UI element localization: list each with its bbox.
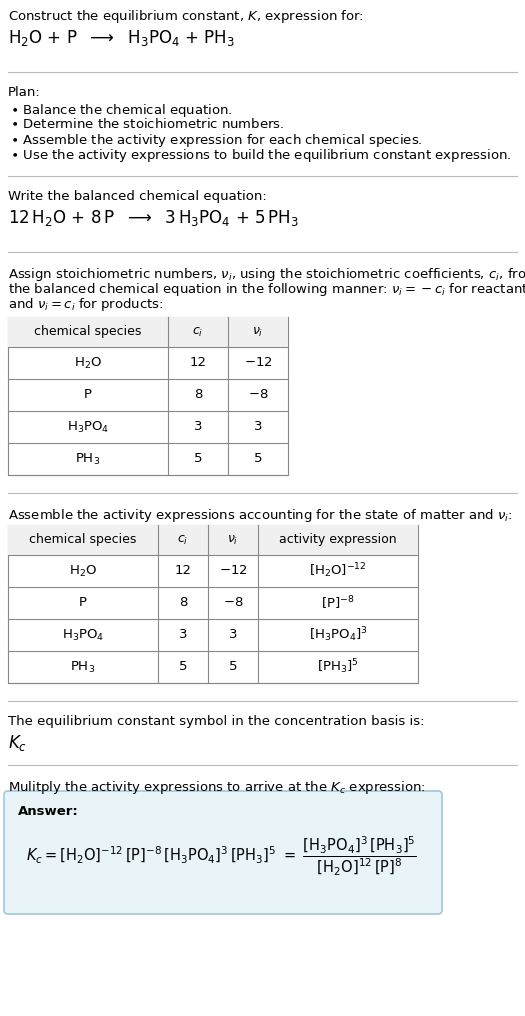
- Text: 3: 3: [178, 629, 187, 641]
- Text: $K_c = [\mathrm{H_2O}]^{-12}\,[\mathrm{P}]^{-8}\,[\mathrm{H_3PO_4}]^{3}\,[\mathr: $K_c = [\mathrm{H_2O}]^{-12}\,[\mathrm{P…: [26, 835, 417, 879]
- Text: 3: 3: [194, 421, 202, 434]
- Text: P: P: [79, 596, 87, 610]
- Text: $\mathrm{H_2O}$: $\mathrm{H_2O}$: [74, 356, 102, 371]
- Text: and $\nu_i = c_i$ for products:: and $\nu_i = c_i$ for products:: [8, 296, 164, 313]
- Text: $\nu_i$: $\nu_i$: [227, 533, 239, 547]
- Text: Assemble the activity expressions accounting for the state of matter and $\nu_i$: Assemble the activity expressions accoun…: [8, 507, 513, 524]
- Bar: [8, 525, 418, 555]
- Text: Mulitply the activity expressions to arrive at the $K_c$ expression:: Mulitply the activity expressions to arr…: [8, 779, 426, 796]
- Bar: [8, 317, 288, 475]
- Text: $-12$: $-12$: [244, 357, 272, 370]
- Text: $[\mathrm{H_2O}]^{-12}$: $[\mathrm{H_2O}]^{-12}$: [309, 562, 367, 580]
- Text: $c_i$: $c_i$: [192, 325, 204, 338]
- Text: 5: 5: [254, 452, 262, 465]
- Text: 12: 12: [174, 565, 192, 577]
- Text: $[\mathrm{H_3PO_4}]^{3}$: $[\mathrm{H_3PO_4}]^{3}$: [309, 626, 368, 644]
- Text: $12\,\mathrm{H_2O}$ + $8\,\mathrm{P}$  $\longrightarrow$  $3\,\mathrm{H_3PO_4}$ : $12\,\mathrm{H_2O}$ + $8\,\mathrm{P}$ $\…: [8, 208, 299, 228]
- Text: chemical species: chemical species: [29, 533, 136, 547]
- Text: 5: 5: [178, 660, 187, 674]
- Text: 12: 12: [190, 357, 206, 370]
- Text: $\mathrm{H_2O}$ + P  $\longrightarrow$  $\mathrm{H_3PO_4}$ + $\mathrm{PH_3}$: $\mathrm{H_2O}$ + P $\longrightarrow$ $\…: [8, 28, 235, 48]
- Text: $c_i$: $c_i$: [177, 533, 188, 547]
- Text: Answer:: Answer:: [18, 805, 79, 818]
- Text: 8: 8: [179, 596, 187, 610]
- Text: The equilibrium constant symbol in the concentration basis is:: The equilibrium constant symbol in the c…: [8, 715, 425, 728]
- Text: $[\mathrm{P}]^{-8}$: $[\mathrm{P}]^{-8}$: [321, 594, 355, 612]
- Text: $K_c$: $K_c$: [8, 733, 27, 753]
- Bar: [8, 525, 418, 683]
- Text: $\mathrm{PH_3}$: $\mathrm{PH_3}$: [76, 451, 101, 466]
- Text: P: P: [84, 388, 92, 401]
- Text: $\bullet$ Determine the stoichiometric numbers.: $\bullet$ Determine the stoichiometric n…: [10, 117, 285, 131]
- Text: Write the balanced chemical equation:: Write the balanced chemical equation:: [8, 190, 267, 203]
- Text: activity expression: activity expression: [279, 533, 397, 547]
- Text: 5: 5: [194, 452, 202, 465]
- Text: $[\mathrm{PH_3}]^{5}$: $[\mathrm{PH_3}]^{5}$: [317, 657, 359, 677]
- Text: Plan:: Plan:: [8, 86, 41, 99]
- Text: 3: 3: [229, 629, 237, 641]
- Text: $\bullet$ Use the activity expressions to build the equilibrium constant express: $\bullet$ Use the activity expressions t…: [10, 147, 511, 164]
- FancyBboxPatch shape: [4, 791, 442, 914]
- Text: $-8$: $-8$: [248, 388, 268, 401]
- Text: Construct the equilibrium constant, $K$, expression for:: Construct the equilibrium constant, $K$,…: [8, 8, 364, 25]
- Text: $\mathrm{H_3PO_4}$: $\mathrm{H_3PO_4}$: [62, 628, 104, 642]
- Text: $\nu_i$: $\nu_i$: [253, 325, 264, 338]
- Text: $\bullet$ Balance the chemical equation.: $\bullet$ Balance the chemical equation.: [10, 102, 233, 119]
- Text: $\mathrm{H_2O}$: $\mathrm{H_2O}$: [69, 564, 97, 578]
- Text: chemical species: chemical species: [34, 325, 142, 338]
- Text: $-12$: $-12$: [219, 565, 247, 577]
- Text: $\mathrm{H_3PO_4}$: $\mathrm{H_3PO_4}$: [67, 420, 109, 435]
- Text: $\bullet$ Assemble the activity expression for each chemical species.: $\bullet$ Assemble the activity expressi…: [10, 132, 423, 149]
- Bar: [8, 317, 288, 347]
- Text: the balanced chemical equation in the following manner: $\nu_i = -c_i$ for react: the balanced chemical equation in the fo…: [8, 281, 525, 298]
- Text: 8: 8: [194, 388, 202, 401]
- Text: Assign stoichiometric numbers, $\nu_i$, using the stoichiometric coefficients, $: Assign stoichiometric numbers, $\nu_i$, …: [8, 266, 525, 283]
- Text: $\mathrm{PH_3}$: $\mathrm{PH_3}$: [70, 659, 96, 675]
- Text: $-8$: $-8$: [223, 596, 243, 610]
- Text: 5: 5: [229, 660, 237, 674]
- Text: 3: 3: [254, 421, 262, 434]
